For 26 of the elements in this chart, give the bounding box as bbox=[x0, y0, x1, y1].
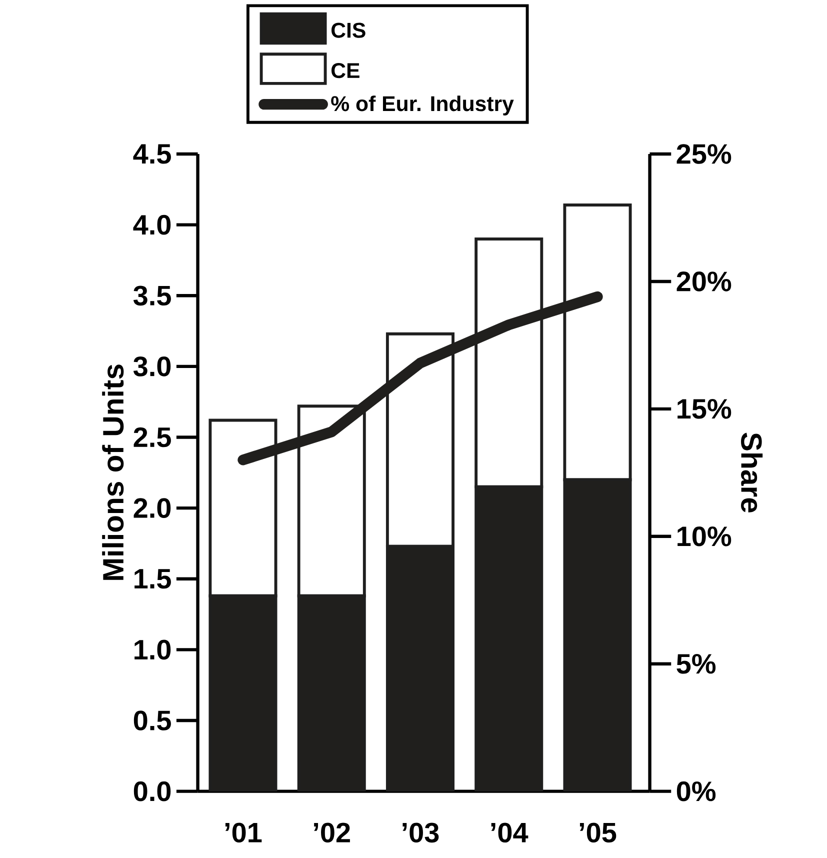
x-tick-label: ’04 bbox=[491, 822, 528, 843]
legend-label: % of Eur. Industry bbox=[331, 96, 514, 116]
y2-tick-label: 25% bbox=[676, 144, 732, 164]
y-tick-label: 0.5 bbox=[134, 710, 171, 730]
y-tick-label: 0.0 bbox=[134, 781, 171, 802]
x-tick-label: ’02 bbox=[314, 822, 350, 843]
x-tick-label: ’01 bbox=[225, 822, 262, 843]
y-tick-label: 4.5 bbox=[133, 144, 171, 164]
y-axis-title: Milions of Units bbox=[102, 364, 124, 580]
y-tick-label: 3.0 bbox=[133, 356, 171, 376]
y-tick-label: 3.5 bbox=[133, 286, 171, 306]
y-tick-label: 4.0 bbox=[133, 214, 171, 235]
y2-tick-label: 20% bbox=[676, 272, 732, 292]
x-tick-label: ’05 bbox=[580, 822, 616, 843]
y2-tick-label: 10% bbox=[678, 526, 732, 546]
y-tick-label: 2.5 bbox=[134, 427, 171, 448]
y-tick-label: 2.0 bbox=[134, 498, 171, 518]
y2-tick-label: 5% bbox=[676, 654, 716, 674]
legend-label: CIS bbox=[331, 22, 366, 38]
y-tick-label: 1.5 bbox=[134, 569, 171, 589]
x-tick-label: ’03 bbox=[402, 822, 439, 843]
y2-axis-title: Share bbox=[740, 432, 763, 512]
y2-tick-label: 15% bbox=[678, 399, 732, 419]
legend-label: CE bbox=[331, 62, 360, 78]
y-tick-label: 1.0 bbox=[134, 640, 171, 660]
y2-tick-label: 0% bbox=[676, 781, 716, 802]
